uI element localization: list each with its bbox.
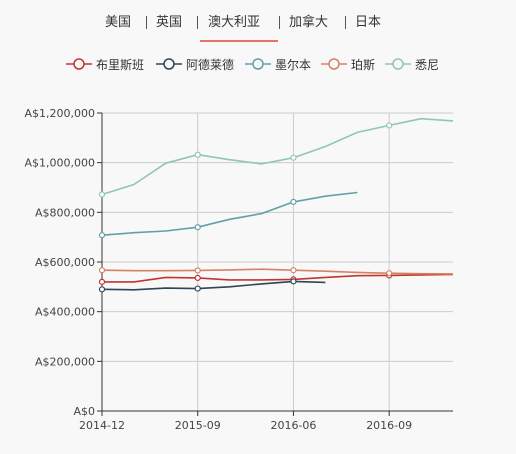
x-tick-label: 2016-09 [366,419,412,432]
tab-separator [146,16,147,29]
data-point [194,267,201,274]
legend-line-icon [321,58,347,70]
tab-separator [279,16,280,29]
legend-label: 布里斯班 [96,57,145,72]
tab-uk[interactable]: 英国 [156,15,183,30]
data-point [290,154,297,161]
chart-legend: 布里斯班 阿德莱德 墨尔本 珀斯 悉尼 [0,54,516,76]
y-tick-label: A$400,000 [35,306,95,319]
tab-usa[interactable]: 美国 [105,15,132,30]
legend-item-melbourne[interactable]: 墨尔本 [245,54,311,74]
legend-label: 阿德莱德 [186,57,235,72]
active-tab-indicator [200,40,278,42]
legend-label: 悉尼 [415,57,440,72]
data-point [194,224,201,231]
legend-line-icon [156,58,182,70]
x-tick-label: 2015-09 [175,419,221,432]
data-point [98,267,106,274]
legend-item-sydney[interactable]: 悉尼 [385,54,439,74]
data-point [98,278,106,285]
legend-item-adelaide[interactable]: 阿德莱德 [156,54,234,74]
legend-item-perth[interactable]: 珀斯 [321,54,375,74]
series-line-3 [101,268,454,275]
y-tick-label: A$200,000 [35,355,95,368]
legend-label: 珀斯 [351,57,376,72]
series-line-1 [101,280,326,291]
data-point [98,191,106,198]
tab-australia[interactable]: 澳大利亚 [208,15,261,30]
x-tick-label: 2016-06 [270,419,316,432]
data-point [290,198,297,206]
y-tick-label: A$600,000 [35,256,95,269]
y-tick-label: A$1,000,000 [24,157,95,170]
series-line-2 [101,191,358,236]
data-point [290,267,297,274]
x-tick-label: 2014-12 [79,419,125,432]
tab-canada[interactable]: 加拿大 [289,15,329,30]
tab-separator [197,16,198,29]
legend-line-icon [66,58,92,70]
legend-line-icon [385,58,411,70]
legend-item-brisbane[interactable]: 布里斯班 [66,54,144,74]
data-point [98,286,106,293]
data-point [194,151,201,158]
data-point [386,122,393,129]
series-line-0 [102,273,454,283]
data-point [194,285,201,292]
tab-japan[interactable]: 日本 [355,15,382,30]
data-point [194,274,201,281]
series-line-4 [101,117,454,196]
region-tabs: 美国 英国 澳大利亚 加拿大 日本 [0,0,516,44]
tab-separator [345,16,346,29]
y-tick-label: A$800,000 [35,206,95,219]
y-tick-label: A$0 [73,405,95,418]
data-point [290,278,297,285]
legend-line-icon [245,58,271,70]
data-point [386,270,393,277]
data-point [98,232,106,239]
legend-label: 墨尔本 [275,57,312,72]
y-tick-label: A$1,200,000 [24,107,95,120]
